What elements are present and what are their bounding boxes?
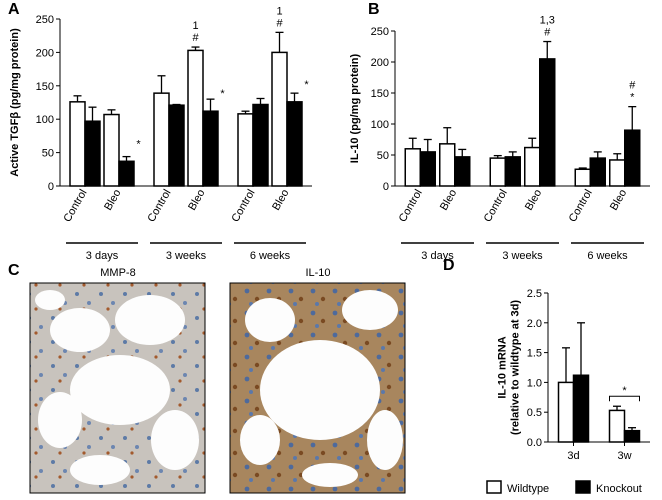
bar <box>168 104 185 187</box>
x-tick-label: Control <box>229 188 257 225</box>
y-axis-label: IL-10 mRNA <box>497 336 509 398</box>
y-tick-label: 1.5 <box>527 348 542 360</box>
y-tick-label: 0 <box>383 181 389 193</box>
annotation: * <box>136 138 141 150</box>
x-tick-label: Control <box>567 188 595 225</box>
annotation: 1 <box>192 20 198 32</box>
y-tick-label: 50 <box>42 148 54 160</box>
bar <box>574 168 591 187</box>
image-label: MMP-8 <box>100 267 135 279</box>
bar <box>609 159 626 187</box>
y-axis-label: IL-10 (pg/mg protein) <box>349 53 361 163</box>
legend-swatch <box>486 480 502 494</box>
bar <box>623 429 641 443</box>
bar <box>624 129 641 187</box>
bar <box>524 146 541 187</box>
group-label: 6 weeks <box>587 250 628 262</box>
group-label: 3 weeks <box>166 250 207 262</box>
image-label: IL-10 <box>305 267 330 279</box>
group-label: 3 days <box>86 250 119 262</box>
bar <box>271 51 288 187</box>
annotation: # <box>192 32 199 44</box>
y-tick-label: 100 <box>371 119 389 131</box>
annotation: # <box>544 27 551 39</box>
y-tick-label: 200 <box>36 47 54 59</box>
bar <box>557 381 575 443</box>
bar <box>252 103 269 187</box>
panel-letter: D <box>443 257 455 274</box>
group-label: 3 days <box>421 250 454 262</box>
y-tick-label: 150 <box>36 81 54 93</box>
annotation: * <box>220 88 225 100</box>
y-axis-label: (relative to wildtype at 3d) <box>510 300 522 435</box>
bar <box>439 143 456 187</box>
y-tick-label: 2.0 <box>527 318 542 330</box>
bar <box>187 49 204 187</box>
y-tick-label: 250 <box>36 14 54 26</box>
x-tick-label: Control <box>145 188 173 225</box>
x-tick-label: Bleo <box>186 188 207 213</box>
bar <box>103 113 120 187</box>
x-tick-label: Bleo <box>270 188 291 213</box>
group-label: 3 weeks <box>502 250 543 262</box>
y-tick-label: 0.0 <box>527 437 542 449</box>
annotation: * <box>630 92 635 104</box>
annotation: * <box>622 385 627 397</box>
bar <box>504 156 521 187</box>
micrograph <box>229 282 406 494</box>
bar <box>572 374 590 443</box>
bar <box>286 101 303 187</box>
annotation: * <box>304 79 309 91</box>
x-tick-label: Bleo <box>608 188 629 213</box>
bar <box>202 110 219 187</box>
bar <box>539 58 556 187</box>
annotation: # <box>629 80 636 92</box>
bar <box>419 151 436 187</box>
bar <box>118 160 135 187</box>
legend-swatch <box>575 480 591 494</box>
y-tick-label: 150 <box>371 88 389 100</box>
panel-letter: A <box>8 1 20 18</box>
annotation: # <box>276 17 283 29</box>
y-tick-label: 50 <box>377 150 389 162</box>
micrograph <box>29 282 206 494</box>
annotation: 1 <box>276 5 282 17</box>
bar <box>237 113 254 187</box>
y-tick-label: 0.5 <box>527 407 542 419</box>
x-tick-label: Bleo <box>102 188 123 213</box>
y-tick-label: 1.0 <box>527 377 542 389</box>
bar <box>84 120 101 187</box>
panel-letter: B <box>368 1 380 18</box>
bar <box>489 157 506 187</box>
x-tick-label: 3w <box>617 450 631 462</box>
x-tick-label: Control <box>61 188 89 225</box>
y-tick-label: 250 <box>371 26 389 38</box>
bar <box>404 148 421 187</box>
y-tick-label: 100 <box>36 114 54 126</box>
bar <box>153 92 170 187</box>
x-tick-label: Bleo <box>438 188 459 213</box>
bar <box>454 156 471 187</box>
x-tick-label: Control <box>397 188 425 225</box>
bar <box>608 409 626 443</box>
y-axis-label: Active TGFβ (pg/mg protein) <box>9 28 21 177</box>
bar <box>69 101 86 187</box>
significance-bracket <box>609 395 640 402</box>
annotation: 1,3 <box>540 15 555 27</box>
x-tick-label: Control <box>482 188 510 225</box>
bar <box>589 157 606 187</box>
y-tick-label: 200 <box>371 57 389 69</box>
group-label: 6 weeks <box>250 250 291 262</box>
y-tick-label: 2.5 <box>527 288 542 300</box>
y-tick-label: 0 <box>48 181 54 193</box>
panel-letter: C <box>8 262 20 279</box>
legend-label: Knockout <box>596 483 642 495</box>
x-tick-label: 3d <box>567 450 579 462</box>
legend-label: Wildtype <box>507 483 549 495</box>
x-tick-label: Bleo <box>523 188 544 213</box>
